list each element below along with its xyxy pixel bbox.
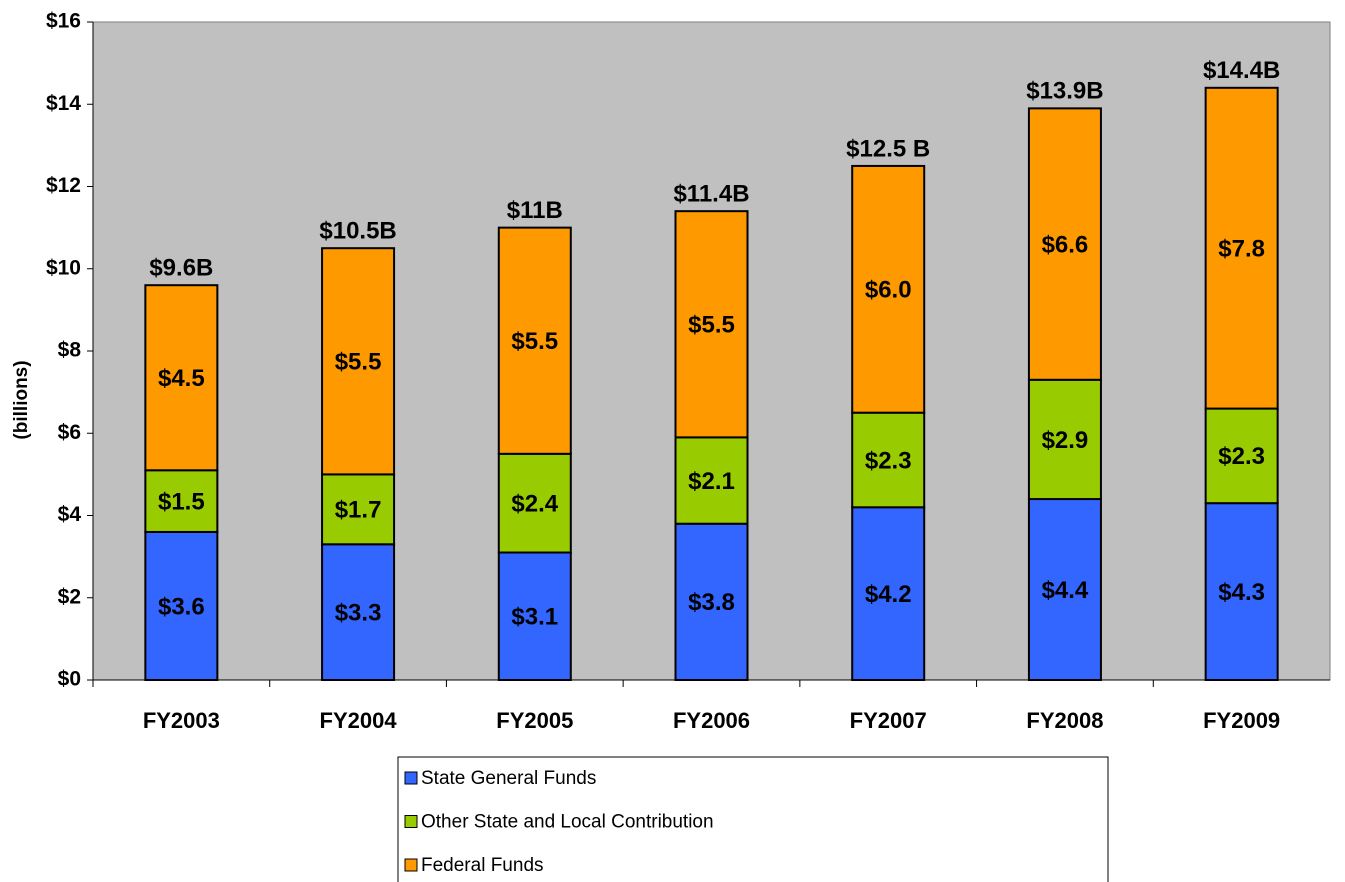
bar-segment: [497, 452, 572, 554]
segment-label: $3.8: [688, 589, 735, 616]
segment-label: $1.7: [335, 497, 382, 524]
segment-label: $4.3: [1218, 579, 1265, 606]
y-tick-label: $4: [58, 503, 82, 526]
y-tick-label: $10: [46, 256, 81, 279]
x-tick-label: FY2003: [143, 708, 220, 733]
segment-label: $2.4: [511, 491, 558, 518]
segment-label: $3.3: [335, 599, 382, 626]
bar-segment: [321, 247, 396, 476]
y-tick-label: $12: [46, 174, 81, 197]
segment-label: $3.6: [158, 593, 205, 620]
segment-label: $4.5: [158, 365, 205, 392]
y-tick-label: $2: [58, 585, 81, 608]
y-axis-label: (billions): [11, 360, 32, 439]
segment-label: $5.5: [335, 349, 382, 376]
legend-label: Other State and Local Contribution: [421, 812, 714, 833]
bar-segment: [674, 522, 749, 681]
x-tick-label: FY2008: [1026, 708, 1103, 733]
legend-box: [397, 756, 1109, 882]
total-label: $12.5 B: [846, 135, 930, 162]
bar-segment: [1027, 378, 1102, 501]
legend-swatch: [404, 815, 418, 828]
bar-segment: [497, 551, 572, 682]
legend-swatch: [404, 771, 418, 785]
bar-segment: [144, 284, 219, 472]
bar-segment: [851, 411, 926, 509]
bar-segment: [674, 436, 749, 525]
segment-label: $5.5: [511, 328, 558, 355]
x-tick-label: FY2004: [320, 708, 398, 733]
y-tick-label: $8: [58, 339, 82, 362]
y-tick-label: $16: [46, 10, 81, 33]
bar-segment: [851, 164, 926, 414]
segment-label: $5.5: [688, 312, 735, 339]
segment-label: $6.0: [865, 277, 912, 304]
segment-label: $7.8: [1218, 236, 1265, 263]
legend-label: Federal Funds: [421, 855, 544, 876]
y-tick-label: $14: [46, 92, 81, 115]
bar-segment: [674, 210, 749, 439]
x-tick-label: FY2006: [673, 708, 750, 733]
total-label: $9.6B: [149, 255, 213, 282]
bar-segment: [497, 226, 572, 455]
x-tick-label: FY2009: [1203, 708, 1280, 733]
bar-segment: [1204, 86, 1279, 410]
legend-swatch: [404, 858, 418, 872]
x-tick-label: FY2005: [496, 708, 573, 733]
bar-segment: [1027, 107, 1102, 381]
total-label: $14.4B: [1203, 57, 1280, 84]
segment-label: $6.6: [1042, 231, 1089, 258]
x-tick-label: FY2007: [850, 708, 927, 733]
total-label: $11B: [507, 197, 563, 224]
legend-label: State General Funds: [421, 768, 596, 789]
y-tick-label: $0: [58, 668, 81, 691]
y-tick-label: $6: [58, 421, 81, 444]
segment-label: $1.5: [158, 488, 205, 515]
bar-segment: [321, 543, 396, 681]
bar-segment: [1204, 502, 1279, 681]
bar-segment: [321, 473, 396, 546]
total-label: $10.5B: [319, 218, 396, 245]
segment-label: $3.1: [511, 604, 558, 631]
segment-label: $4.4: [1042, 577, 1089, 604]
total-label: $11.4B: [673, 181, 749, 208]
segment-label: $2.1: [688, 468, 735, 495]
segment-label: $2.3: [865, 447, 912, 474]
segment-label: $2.3: [1218, 443, 1265, 470]
bar-segment: [1027, 498, 1102, 681]
segment-label: $2.9: [1042, 427, 1089, 454]
bar-segment: [851, 506, 926, 681]
segment-label: $4.2: [865, 581, 912, 608]
total-label: $13.9B: [1026, 78, 1103, 105]
